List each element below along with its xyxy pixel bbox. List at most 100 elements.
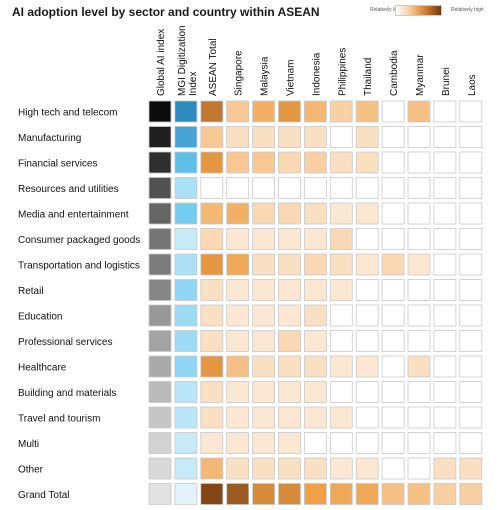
heatmap-cell [459, 202, 483, 225]
heatmap-cell [278, 177, 301, 199]
heatmap-cell [252, 432, 276, 454]
heatmap-cell [433, 228, 457, 250]
heatmap-cell [407, 202, 431, 225]
heatmap-cell [148, 304, 172, 327]
heatmap-cell [381, 126, 405, 148]
heatmap-cell [200, 100, 224, 123]
heatmap-cell [226, 202, 250, 225]
heatmap-cell [278, 126, 301, 148]
heatmap-cell [381, 279, 405, 301]
heatmap-cell [148, 406, 172, 429]
heatmap-cell [355, 151, 379, 174]
heatmap-cell [200, 355, 224, 378]
legend-color-bar [395, 5, 442, 16]
heatmap-cell [381, 100, 405, 123]
column-label: Global AI index [156, 29, 167, 96]
heatmap-cell [433, 483, 457, 505]
heatmap-cell [278, 228, 301, 250]
column-label: ASEAN Total [208, 38, 219, 96]
heatmap-cell [433, 100, 457, 123]
heatmap-cell [174, 432, 198, 454]
heatmap-cell [226, 279, 250, 301]
column-label: Thailand [363, 58, 374, 96]
heatmap-cell [459, 177, 483, 199]
heatmap-cell [433, 406, 457, 429]
heatmap-cell [252, 381, 276, 403]
heatmap-cell [278, 279, 301, 301]
heatmap-cell [252, 202, 276, 225]
heatmap-cell [433, 355, 457, 378]
heatmap-cell [407, 100, 431, 123]
heatmap-cell [459, 483, 483, 505]
heatmap-cell [303, 151, 327, 174]
column-label: Myanmar [415, 54, 426, 96]
row-label: Resources and utilities [18, 184, 119, 195]
row-label: Grand Total [18, 490, 70, 501]
heatmap-cell [303, 253, 327, 276]
heatmap-cell [303, 355, 327, 378]
heatmap-cell [174, 253, 198, 276]
heatmap-cell [174, 483, 198, 505]
heatmap-cell [278, 457, 301, 480]
heatmap-cell [174, 126, 198, 148]
heatmap-cell [407, 279, 431, 301]
heatmap-cell [200, 304, 224, 327]
column-label: Brunei [441, 67, 452, 96]
heatmap-cell [433, 126, 457, 148]
heatmap-cell [303, 304, 327, 327]
heatmap-cell [148, 355, 172, 378]
heatmap-cell [226, 432, 250, 454]
heatmap-cell [148, 457, 172, 480]
heatmap-cell [200, 228, 224, 250]
heatmap-cell [459, 432, 483, 454]
heatmap-cell [407, 228, 431, 250]
heatmap-cell [252, 177, 276, 199]
heatmap-cell [226, 406, 250, 429]
heatmap-cell [278, 100, 301, 123]
heatmap-cell [278, 432, 301, 454]
row-label: Multi [18, 439, 39, 450]
heatmap-cell [252, 100, 276, 123]
heatmap-cell [303, 126, 327, 148]
column-label: Cambodia [389, 50, 400, 96]
heatmap-cell [278, 253, 301, 276]
row-label: Transportation and logistics [18, 261, 140, 272]
heatmap-cell [407, 483, 431, 505]
heatmap-cell [278, 406, 301, 429]
heatmap-cell [252, 304, 276, 327]
heatmap-cell [355, 202, 379, 225]
heatmap-cell [148, 177, 172, 199]
heatmap-cell [459, 228, 483, 250]
heatmap-cell [226, 381, 250, 403]
heatmap-cell [148, 126, 172, 148]
heatmap-cell [329, 483, 353, 505]
row-label: Travel and tourism [18, 414, 100, 425]
heatmap-cell [329, 432, 353, 454]
heatmap-cell [226, 177, 250, 199]
column-label: Malaysia [260, 56, 271, 96]
heatmap-cell [148, 381, 172, 403]
heatmap-cell [252, 151, 276, 174]
heatmap-cell [381, 432, 405, 454]
heatmap-cell [174, 304, 198, 327]
heatmap-cell [459, 330, 483, 352]
heatmap-cell [433, 151, 457, 174]
heatmap-cell [303, 330, 327, 352]
heatmap-cell [148, 279, 172, 301]
heatmap-cell [200, 126, 224, 148]
heatmap-cell [433, 330, 457, 352]
legend-low-label: Relatively low [370, 7, 401, 13]
heatmap-cell [381, 253, 405, 276]
heatmap-cell [355, 304, 379, 327]
heatmap-cell [459, 126, 483, 148]
heatmap-cell [433, 304, 457, 327]
heatmap-cell [355, 100, 379, 123]
heatmap-cell [381, 355, 405, 378]
heatmap-cell [433, 253, 457, 276]
heatmap-cell [278, 355, 301, 378]
heatmap-cell [303, 381, 327, 403]
column-labels: Global AI index MGI DigitizationIndex ASEA… [156, 25, 478, 96]
heatmap-cell [226, 253, 250, 276]
heatmap-cell [329, 100, 353, 123]
